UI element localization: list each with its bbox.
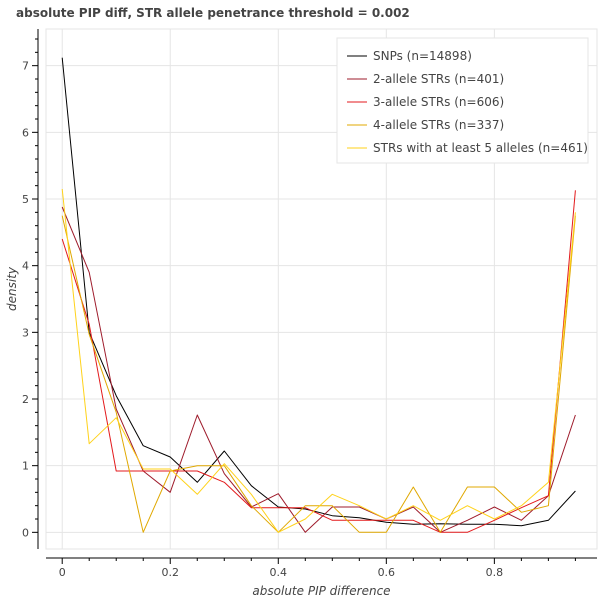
chart-title: absolute PIP diff, STR allele penetrance…: [16, 6, 410, 20]
y-tick-label: 2: [22, 393, 29, 406]
series-group: [61, 57, 576, 533]
legend-label-1: SNPs (n=14898): [373, 49, 472, 63]
y-tick-label: 3: [22, 326, 29, 339]
x-tick-label: 0: [59, 566, 66, 579]
y-tick-label: 4: [22, 260, 29, 273]
series-line-3: [61, 190, 576, 533]
x-axis-label: absolute PIP difference: [252, 584, 390, 598]
y-tick-label: 5: [22, 193, 29, 206]
axes: 0 0.2 0.4 0.6 0.8 0 1 2 3 4 5 6 7: [22, 29, 597, 579]
series-line-5: [61, 188, 576, 533]
series-line-1: [61, 57, 576, 527]
y-tick-label: 1: [22, 460, 29, 473]
x-tick-label: 0.2: [161, 566, 179, 579]
plot-frame: [45, 28, 598, 550]
y-tick-label: 0: [22, 526, 29, 539]
y-axis-label: density: [5, 266, 19, 311]
legend-box: [336, 37, 589, 164]
legend-label-2: 2-allele STRs (n=401): [373, 72, 504, 86]
series-line-2: [61, 206, 576, 533]
legend-label-3: 3-allele STRs (n=606): [373, 95, 504, 109]
y-tick-label: 7: [22, 60, 29, 73]
y-tick-label: 6: [22, 126, 29, 139]
legend: SNPs (n=14898) 2-allele STRs (n=401) 3-all…: [336, 37, 589, 164]
legend-label-4: 4-allele STRs (n=337): [373, 118, 504, 132]
x-tick-label: 0.8: [486, 566, 504, 579]
x-tick-label: 0.4: [270, 566, 288, 579]
legend-label-5: STRs with at least 5 alleles (n=461): [373, 141, 588, 155]
series-line-4: [61, 215, 576, 533]
x-tick-label: 0.6: [378, 566, 396, 579]
